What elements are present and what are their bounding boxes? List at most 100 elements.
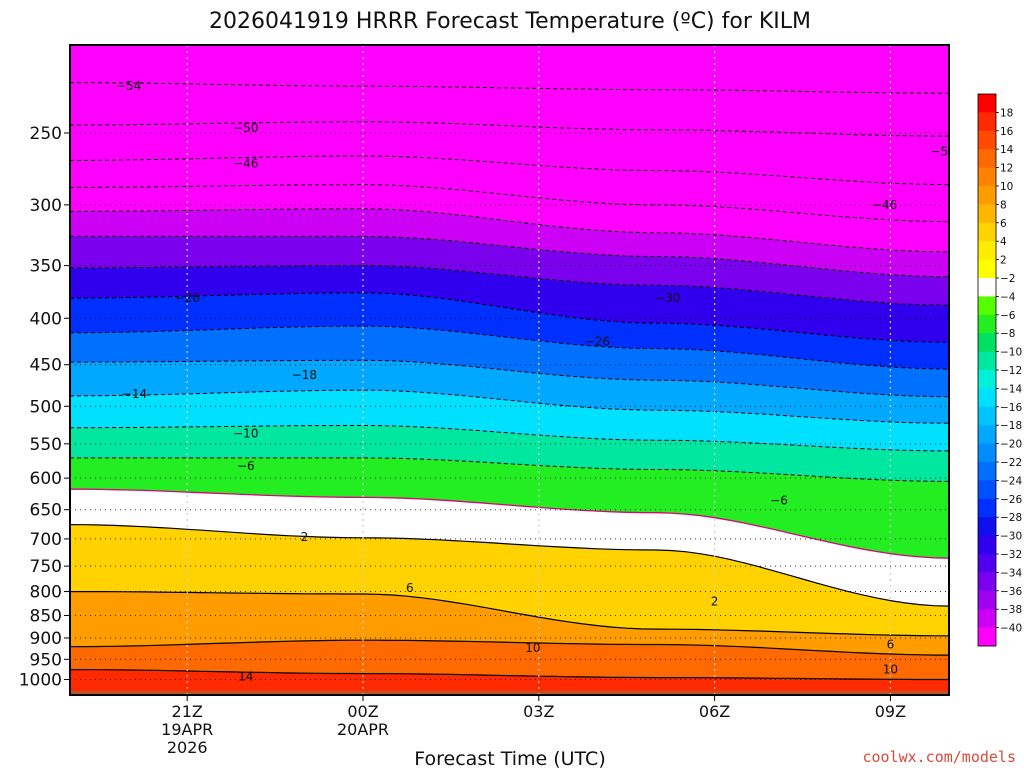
colorbar-swatch-7 <box>978 222 996 242</box>
colorbar-swatch-20 <box>978 462 996 481</box>
x-tick-label-0-0: 21Z <box>172 702 203 721</box>
colorbar-swatch-16 <box>978 388 996 408</box>
y-tick-label-450: 450 <box>30 356 62 376</box>
colorbar-swatch-23 <box>978 517 996 536</box>
y-tick-label-800: 800 <box>30 583 62 603</box>
contour-label-17: 10 <box>883 663 898 677</box>
colorbar-label-26: −36 <box>1000 586 1022 598</box>
colorbar-swatch-13 <box>978 333 996 352</box>
colorbar-label-3: 12 <box>1000 163 1013 175</box>
colorbar-label-12: −8 <box>1000 328 1015 340</box>
y-tick-label-850: 850 <box>30 606 62 626</box>
band--26 <box>70 292 949 370</box>
x-tick-label-6-0: 03Z <box>523 702 554 721</box>
band--54 <box>70 82 949 137</box>
colorbar-swatch-18 <box>978 425 996 444</box>
contour-label-9: 6 <box>406 581 414 595</box>
colorbar-label-5: 8 <box>1000 199 1007 211</box>
colorbar: 18 16 14 12 10 8 6 4 2 −2 −4 −6 −8 −10 −12 −14 −16 −18 −20… <box>977 93 1022 647</box>
colorbar-label-9: −2 <box>1000 273 1015 285</box>
colorbar-label-18: −20 <box>1000 439 1022 451</box>
colorbar-label-22: −28 <box>1000 512 1022 524</box>
colorbar-label-16: −16 <box>1000 402 1022 414</box>
isotherm-14 <box>70 668 949 681</box>
colorbar-label-1: 16 <box>1000 126 1014 138</box>
credit-text: coolwx.com/models <box>862 748 1016 766</box>
band--6 <box>70 457 949 559</box>
colorbar-swatch-14 <box>978 351 996 371</box>
y-tick-label-550: 550 <box>30 435 62 455</box>
isotherm-lines <box>70 82 949 681</box>
colorbar-swatch-2 <box>978 130 996 150</box>
band--38 <box>70 208 949 277</box>
band--42 <box>70 184 949 252</box>
band--34 <box>70 236 949 306</box>
contour-label-19: −46 <box>872 198 897 212</box>
contour-label-2: −46 <box>233 156 258 170</box>
y-tick-label-900: 900 <box>30 629 62 649</box>
colorbar-label-15: −14 <box>1000 383 1022 395</box>
colorbar-label-6: 6 <box>1000 218 1007 230</box>
band--50 <box>70 121 949 185</box>
colorbar-swatch-26 <box>978 572 996 592</box>
contour-label-12: −30 <box>655 291 680 305</box>
contour-label-18: −50 <box>930 144 955 158</box>
contour-label-5: −14 <box>122 387 147 401</box>
y-tick-label-300: 300 <box>30 196 62 216</box>
colorbar-label-14: −12 <box>1000 365 1022 377</box>
colorbar-swatch-8 <box>978 241 996 260</box>
colorbar-label-8: 2 <box>1000 255 1007 267</box>
band-6 <box>70 591 949 656</box>
colorbar-label-2: 14 <box>1000 144 1014 156</box>
colorbar-label-23: −30 <box>1000 531 1022 543</box>
y-tick-label-250: 250 <box>30 124 62 144</box>
x-tick-label-3-0: 00Z <box>347 702 378 721</box>
isotherm-6 <box>70 590 949 637</box>
band--18 <box>70 360 949 424</box>
contour-label-6: −10 <box>233 427 258 441</box>
colorbar-swatch-0 <box>978 94 996 113</box>
grid-lines <box>70 45 949 695</box>
y-tick-label-500: 500 <box>30 397 62 417</box>
colorbar-swatch-21 <box>978 480 996 500</box>
colorbar-swatch-3 <box>978 149 996 168</box>
contour-label-16: 6 <box>887 638 895 652</box>
contour-label-14: −6 <box>770 493 788 507</box>
contour-label-4: −18 <box>292 368 317 382</box>
y-tick-label-950: 950 <box>30 650 62 670</box>
band--46 <box>70 155 949 222</box>
contour-label-3: −26 <box>175 291 200 305</box>
x-tick-label-12-0: 09Z <box>875 702 906 721</box>
contour-label-11: 14 <box>238 669 253 683</box>
colorbar-swatch-4 <box>978 167 996 187</box>
y-tick-label-350: 350 <box>30 257 62 277</box>
colorbar-swatch-25 <box>978 554 996 573</box>
y-axis: 250 300 350 400 450 500 550 600 650 700 750 800 850 9… <box>19 124 70 691</box>
band-10 <box>70 640 949 680</box>
colorbar-label-21: −26 <box>1000 494 1022 506</box>
chart-title: 2026041919 HRRR Forecast Temperature (ºC… <box>209 9 811 34</box>
band--22 <box>70 326 949 397</box>
x-tick-label-9-0: 06Z <box>699 702 730 721</box>
colorbar-swatch-27 <box>978 590 996 610</box>
y-tick-label-700: 700 <box>30 530 62 550</box>
isotherm-2 <box>70 523 949 607</box>
colorbar-label-10: −4 <box>1000 291 1016 303</box>
colorbar-label-4: 10 <box>1000 181 1013 193</box>
contour-labels: −54 −50 −46 −26 −18 −14 −10 −6 2 6 10 14 −30 −26 −6 2 6 1… <box>116 79 955 683</box>
isotherm--2 <box>70 488 949 559</box>
band-2 <box>70 524 949 636</box>
colorbar-swatch-22 <box>978 498 996 518</box>
band--30 <box>70 265 949 343</box>
colorbar-label-20: −24 <box>1000 475 1022 487</box>
band--14 <box>70 390 949 451</box>
band--2 <box>70 489 949 607</box>
colorbar-swatch-19 <box>978 443 996 463</box>
colorbar-label-28: −40 <box>1000 623 1022 635</box>
colorbar-label-7: 4 <box>1000 236 1007 248</box>
plot-frame <box>69 44 950 696</box>
colorbar-label-27: −38 <box>1000 604 1022 616</box>
colorbar-swatch-12 <box>978 314 996 334</box>
colorbar-swatch-9 <box>978 259 996 279</box>
